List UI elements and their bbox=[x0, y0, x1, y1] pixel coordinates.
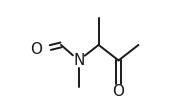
Text: O: O bbox=[30, 42, 42, 57]
Text: N: N bbox=[73, 53, 84, 68]
Text: O: O bbox=[113, 84, 125, 99]
